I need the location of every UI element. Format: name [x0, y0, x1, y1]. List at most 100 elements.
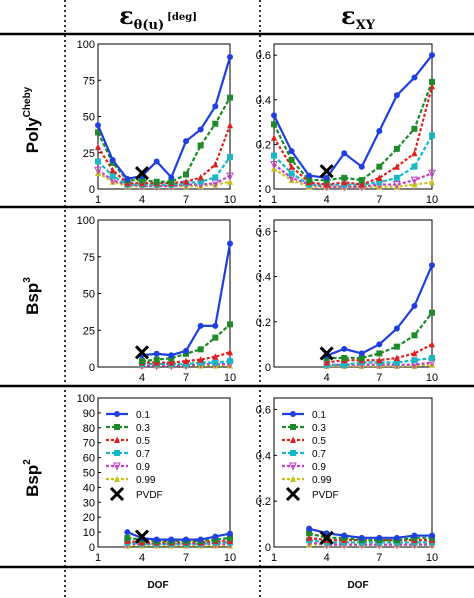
data-point — [393, 354, 400, 361]
data-point — [358, 163, 365, 170]
header-col1-subscript: θ(u) — [134, 18, 164, 33]
legend-marker — [290, 450, 296, 456]
data-point — [197, 322, 204, 329]
data-point — [411, 74, 418, 81]
legend: 0.1 0.3 0.5 0.7 0.9 0.99 PVDF — [282, 410, 339, 502]
data-point — [197, 356, 204, 363]
x-tick-label: 10 — [224, 194, 236, 206]
data-point — [411, 125, 418, 132]
series-line — [273, 163, 433, 188]
data-point — [393, 174, 400, 181]
data-point — [341, 150, 348, 157]
data-point — [411, 349, 418, 357]
legend-pvdf-label: PVDF — [136, 490, 163, 501]
data-point — [411, 149, 418, 157]
data-point — [358, 350, 365, 357]
data-point — [411, 163, 418, 170]
y-tick-label: 20 — [83, 512, 95, 524]
y-tick-label: 50 — [83, 468, 95, 480]
row-label-bsp3-sup: 3 — [22, 277, 33, 283]
data-point — [183, 138, 189, 145]
data-point — [306, 541, 313, 548]
data-point — [153, 356, 160, 363]
pvdf-marker — [319, 164, 334, 179]
data-point — [393, 359, 400, 366]
y-tick-label: 0 — [89, 362, 95, 374]
y-tick-label: 0.2 — [256, 139, 271, 151]
header-col2-symbol: ε — [341, 1, 356, 30]
pvdf-marker — [134, 345, 150, 360]
x-tick-label: 7 — [376, 372, 382, 384]
legend-label: 0.7 — [136, 449, 150, 460]
y-tick-label: 100 — [77, 393, 95, 405]
x-tick-label: 4 — [139, 372, 145, 384]
data-point — [341, 345, 348, 352]
pvdf-cross-stroke — [319, 346, 334, 361]
legend-marker — [114, 475, 120, 482]
data-point — [341, 361, 348, 368]
pvdf-cross-stroke — [134, 165, 150, 181]
plot-area — [97, 219, 231, 368]
y-tick-label: 75 — [83, 75, 95, 87]
data-point — [271, 152, 277, 159]
data-point — [376, 163, 383, 170]
data-point — [212, 353, 219, 360]
legend-marker — [289, 462, 297, 471]
data-point — [411, 332, 418, 339]
legend: 0.1 0.3 0.5 0.7 0.9 0.99 PVDF — [106, 410, 163, 502]
y-tick-label: 100 — [77, 215, 95, 227]
y-tick-label: 0 — [265, 362, 271, 374]
data-point — [168, 178, 175, 185]
data-point — [358, 177, 365, 184]
series-0.1 — [271, 52, 435, 181]
x-tick-label: 4 — [324, 552, 330, 564]
data-point — [124, 535, 131, 542]
data-point — [393, 181, 401, 190]
data-point — [212, 181, 219, 188]
x-tick-label: 7 — [183, 194, 189, 206]
y-tick-label: 0.4 — [256, 450, 271, 462]
data-point — [376, 356, 383, 364]
legend-marker — [290, 475, 296, 482]
y-tick-label: 60 — [83, 453, 95, 465]
data-point — [227, 348, 233, 356]
panel-poly-theta: 0 25 50 75 100 1 4 7 10 — [77, 39, 236, 206]
data-point — [95, 129, 101, 136]
data-point — [212, 174, 219, 181]
pvdf-cross-stroke — [134, 529, 150, 544]
data-point — [227, 178, 233, 185]
data-point — [429, 361, 435, 368]
y-tick-label: 90 — [83, 408, 95, 420]
data-point — [109, 178, 116, 185]
data-point — [288, 170, 295, 177]
plot-area — [273, 397, 433, 548]
data-point — [376, 341, 383, 348]
x-tick-label: 1 — [271, 194, 277, 206]
y-tick-label: 0.4 — [256, 95, 271, 107]
data-point — [124, 529, 131, 536]
y-tick-label: 0.6 — [256, 404, 271, 416]
data-point — [306, 534, 313, 541]
pvdf-marker — [319, 530, 334, 545]
legend-label: 0.5 — [312, 436, 326, 447]
panel-bsp2-xy: 0 0.2 0.4 0.6 1 4 7 10 0.1 0.3 0.5 0.7 0.9 0.99 PVDF — [256, 397, 438, 564]
data-point — [341, 178, 348, 186]
data-point — [358, 181, 365, 188]
data-point — [341, 532, 348, 539]
data-point — [139, 177, 145, 184]
x-tick-label: 7 — [376, 194, 382, 206]
xlabel-col1: DOF — [147, 580, 168, 591]
data-point — [227, 94, 233, 101]
series-0.5 — [271, 82, 435, 188]
series-line — [96, 56, 232, 181]
series-line — [97, 156, 231, 186]
data-point — [429, 78, 435, 85]
x-tick-label: 10 — [224, 552, 236, 564]
x-tick-label: 4 — [139, 194, 145, 206]
pvdf-cross-stroke — [134, 345, 150, 360]
plot-area — [273, 219, 433, 368]
series-line — [273, 81, 434, 182]
data-point — [197, 126, 204, 133]
